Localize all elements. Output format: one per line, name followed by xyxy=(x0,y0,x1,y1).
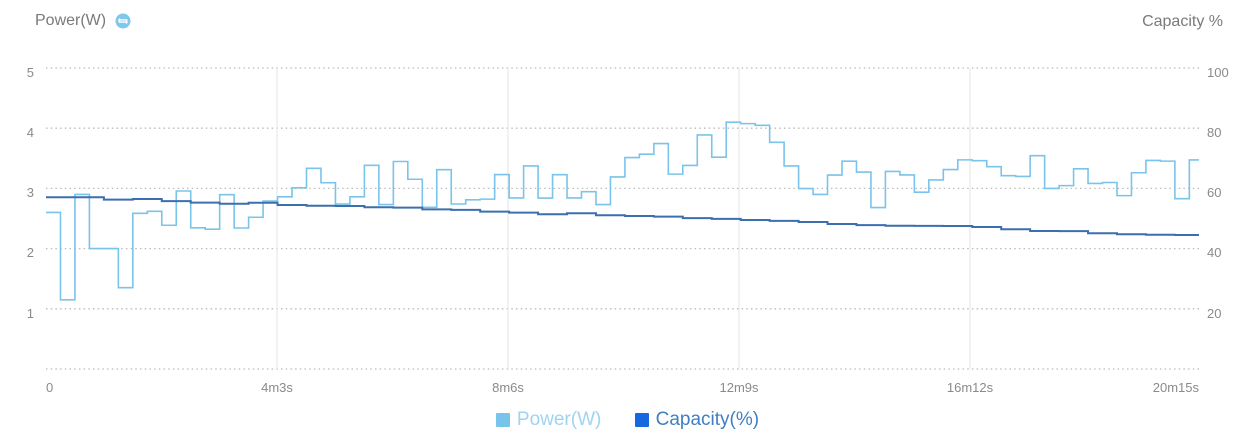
svg-text:16m12s: 16m12s xyxy=(947,380,994,395)
svg-text:40: 40 xyxy=(1207,245,1221,260)
svg-text:100: 100 xyxy=(1207,65,1229,80)
svg-text:0: 0 xyxy=(46,380,53,395)
svg-text:12m9s: 12m9s xyxy=(719,380,759,395)
svg-text:5: 5 xyxy=(27,65,34,80)
svg-text:4m3s: 4m3s xyxy=(261,380,293,395)
svg-text:60: 60 xyxy=(1207,185,1221,200)
svg-text:3: 3 xyxy=(27,185,34,200)
svg-text:80: 80 xyxy=(1207,125,1221,140)
svg-text:20: 20 xyxy=(1207,306,1221,321)
svg-text:4: 4 xyxy=(27,125,34,140)
svg-text:1: 1 xyxy=(27,306,34,321)
svg-text:2: 2 xyxy=(27,245,34,260)
svg-text:8m6s: 8m6s xyxy=(492,380,524,395)
svg-text:20m15s: 20m15s xyxy=(1153,380,1200,395)
